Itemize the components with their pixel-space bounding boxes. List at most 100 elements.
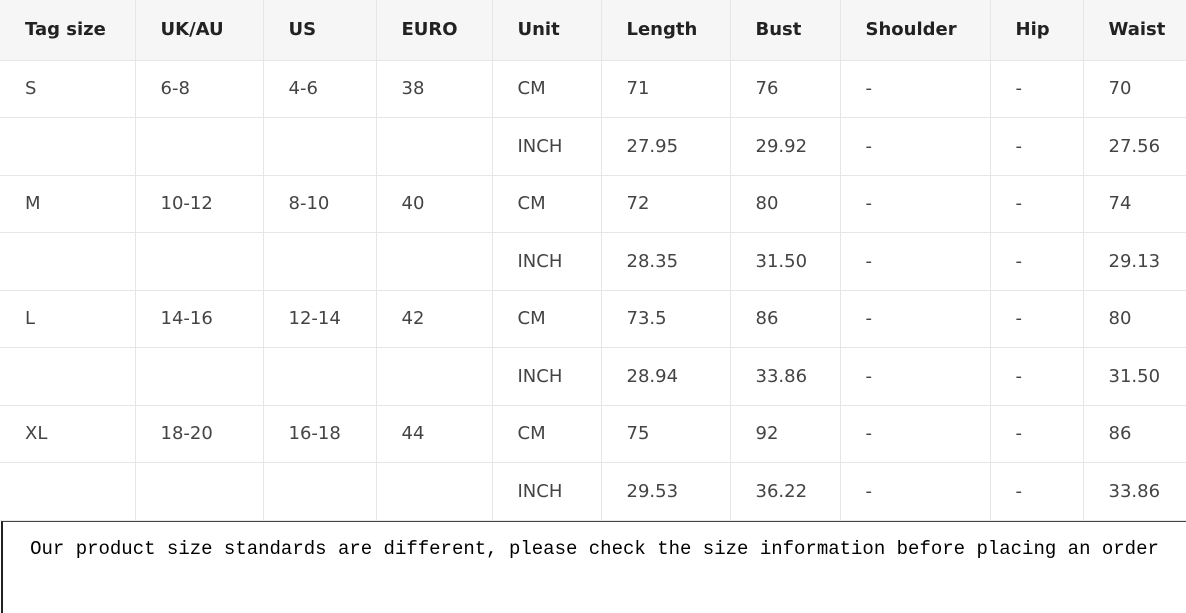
size-row: INCH 29.53 36.22- -33.86 (0, 462, 1186, 521)
measure-cell: 80 (730, 175, 841, 233)
size-row: INCH 28.94 33.86- -31.50 (0, 347, 1186, 406)
measure-cell: 92 (730, 405, 841, 463)
empty-cell (263, 232, 377, 291)
measure-cell: - (840, 175, 991, 233)
unit-cell: INCH (492, 462, 602, 521)
measure-cell: - (990, 60, 1084, 118)
size-row: XL 18-20 16-18 44 CM 75 92- -86 (0, 405, 1186, 463)
size-row: INCH 27.95 29.92- -27.56 (0, 117, 1186, 176)
cell: L (0, 290, 136, 348)
measure-cell: 29.92 (730, 117, 841, 176)
unit-cell: CM (492, 60, 602, 118)
measure-cell: 70 (1083, 60, 1186, 118)
cell: 38 (376, 60, 493, 118)
measure-cell: - (990, 290, 1084, 348)
cell: 16-18 (263, 405, 377, 463)
note: Our product size standards are different… (1, 521, 1186, 613)
measure-cell: 86 (730, 290, 841, 348)
measure-cell: - (840, 117, 991, 176)
measure-cell: 33.86 (730, 347, 841, 406)
empty-cell (0, 117, 136, 176)
header-cell: UK/AU (135, 0, 264, 61)
header-cell: Length (601, 0, 731, 61)
measure-cell: 76 (730, 60, 841, 118)
header-cell: Shoulder (840, 0, 991, 61)
cell: 42 (376, 290, 493, 348)
cell: 40 (376, 175, 493, 233)
empty-cell (376, 117, 493, 176)
measure-cell: 80 (1083, 290, 1186, 348)
empty-cell (0, 462, 136, 521)
size-row: M 10-12 8-10 40 CM 72 80- -74 (0, 175, 1186, 233)
measure-cell: - (990, 347, 1084, 406)
measure-cell: - (840, 232, 991, 291)
empty-cell (376, 232, 493, 291)
empty-cell (135, 347, 264, 406)
measure-cell: 86 (1083, 405, 1186, 463)
cell: 12-14 (263, 290, 377, 348)
unit-cell: CM (492, 405, 602, 463)
cell: 44 (376, 405, 493, 463)
measure-cell: - (990, 405, 1084, 463)
empty-cell (135, 117, 264, 176)
measure-cell: 28.35 (601, 232, 731, 291)
size-row: S 6-8 4-6 38 CM 71 76- -70 (0, 60, 1186, 118)
unit-cell: INCH (492, 347, 602, 406)
measure-cell: - (990, 232, 1084, 291)
empty-cell (135, 232, 264, 291)
cell: S (0, 60, 136, 118)
cell: 8-10 (263, 175, 377, 233)
header-cell: Unit (492, 0, 602, 61)
header-cell: Bust (730, 0, 841, 61)
measure-cell: - (990, 117, 1084, 176)
measure-cell: 29.53 (601, 462, 731, 521)
header-cell: Tag size (0, 0, 136, 61)
empty-cell (0, 232, 136, 291)
header-cell: EURO (376, 0, 493, 61)
measure-cell: 27.95 (601, 117, 731, 176)
header-cell: Hip (990, 0, 1084, 61)
measure-cell: 27.56 (1083, 117, 1186, 176)
unit-cell: INCH (492, 232, 602, 291)
measure-cell: - (840, 290, 991, 348)
measure-cell: 74 (1083, 175, 1186, 233)
empty-cell (135, 462, 264, 521)
measure-cell: - (840, 60, 991, 118)
header-cell: US (263, 0, 377, 61)
measure-cell: 29.13 (1083, 232, 1186, 291)
measure-cell: 31.50 (730, 232, 841, 291)
header-cell: Waist (1083, 0, 1186, 61)
cell: 4-6 (263, 60, 377, 118)
measure-cell: - (840, 462, 991, 521)
cell: 6-8 (135, 60, 264, 118)
measure-cell: - (840, 405, 991, 463)
cell: XL (0, 405, 136, 463)
measure-cell: - (840, 347, 991, 406)
empty-cell (376, 347, 493, 406)
table-body: S 6-8 4-6 38 CM 71 76- -70 INCH 27.95 29.92- -27.56… (0, 60, 1186, 521)
empty-cell (263, 117, 377, 176)
measure-cell: 72 (601, 175, 731, 233)
measure-cell: - (990, 462, 1084, 521)
measure-cell: 33.86 (1083, 462, 1186, 521)
cell: M (0, 175, 136, 233)
measure-cell: - (990, 175, 1084, 233)
empty-cell (263, 347, 377, 406)
cell: 18-20 (135, 405, 264, 463)
unit-cell: INCH (492, 117, 602, 176)
measure-cell: 31.50 (1083, 347, 1186, 406)
empty-cell (263, 462, 377, 521)
unit-cell: CM (492, 290, 602, 348)
empty-cell (376, 462, 493, 521)
measure-cell: 75 (601, 405, 731, 463)
measure-cell: 71 (601, 60, 731, 118)
empty-cell (0, 347, 136, 406)
measure-cell: 73.5 (601, 290, 731, 348)
measure-cell: 36.22 (730, 462, 841, 521)
measure-cell: 28.94 (601, 347, 731, 406)
size-row: L 14-16 12-14 42 CM 73.5 86- -80 (0, 290, 1186, 348)
header-row: Tag size UK/AU US EURO Unit Length Bust Shoulde… (0, 0, 1186, 61)
unit-cell: CM (492, 175, 602, 233)
cell: 10-12 (135, 175, 264, 233)
